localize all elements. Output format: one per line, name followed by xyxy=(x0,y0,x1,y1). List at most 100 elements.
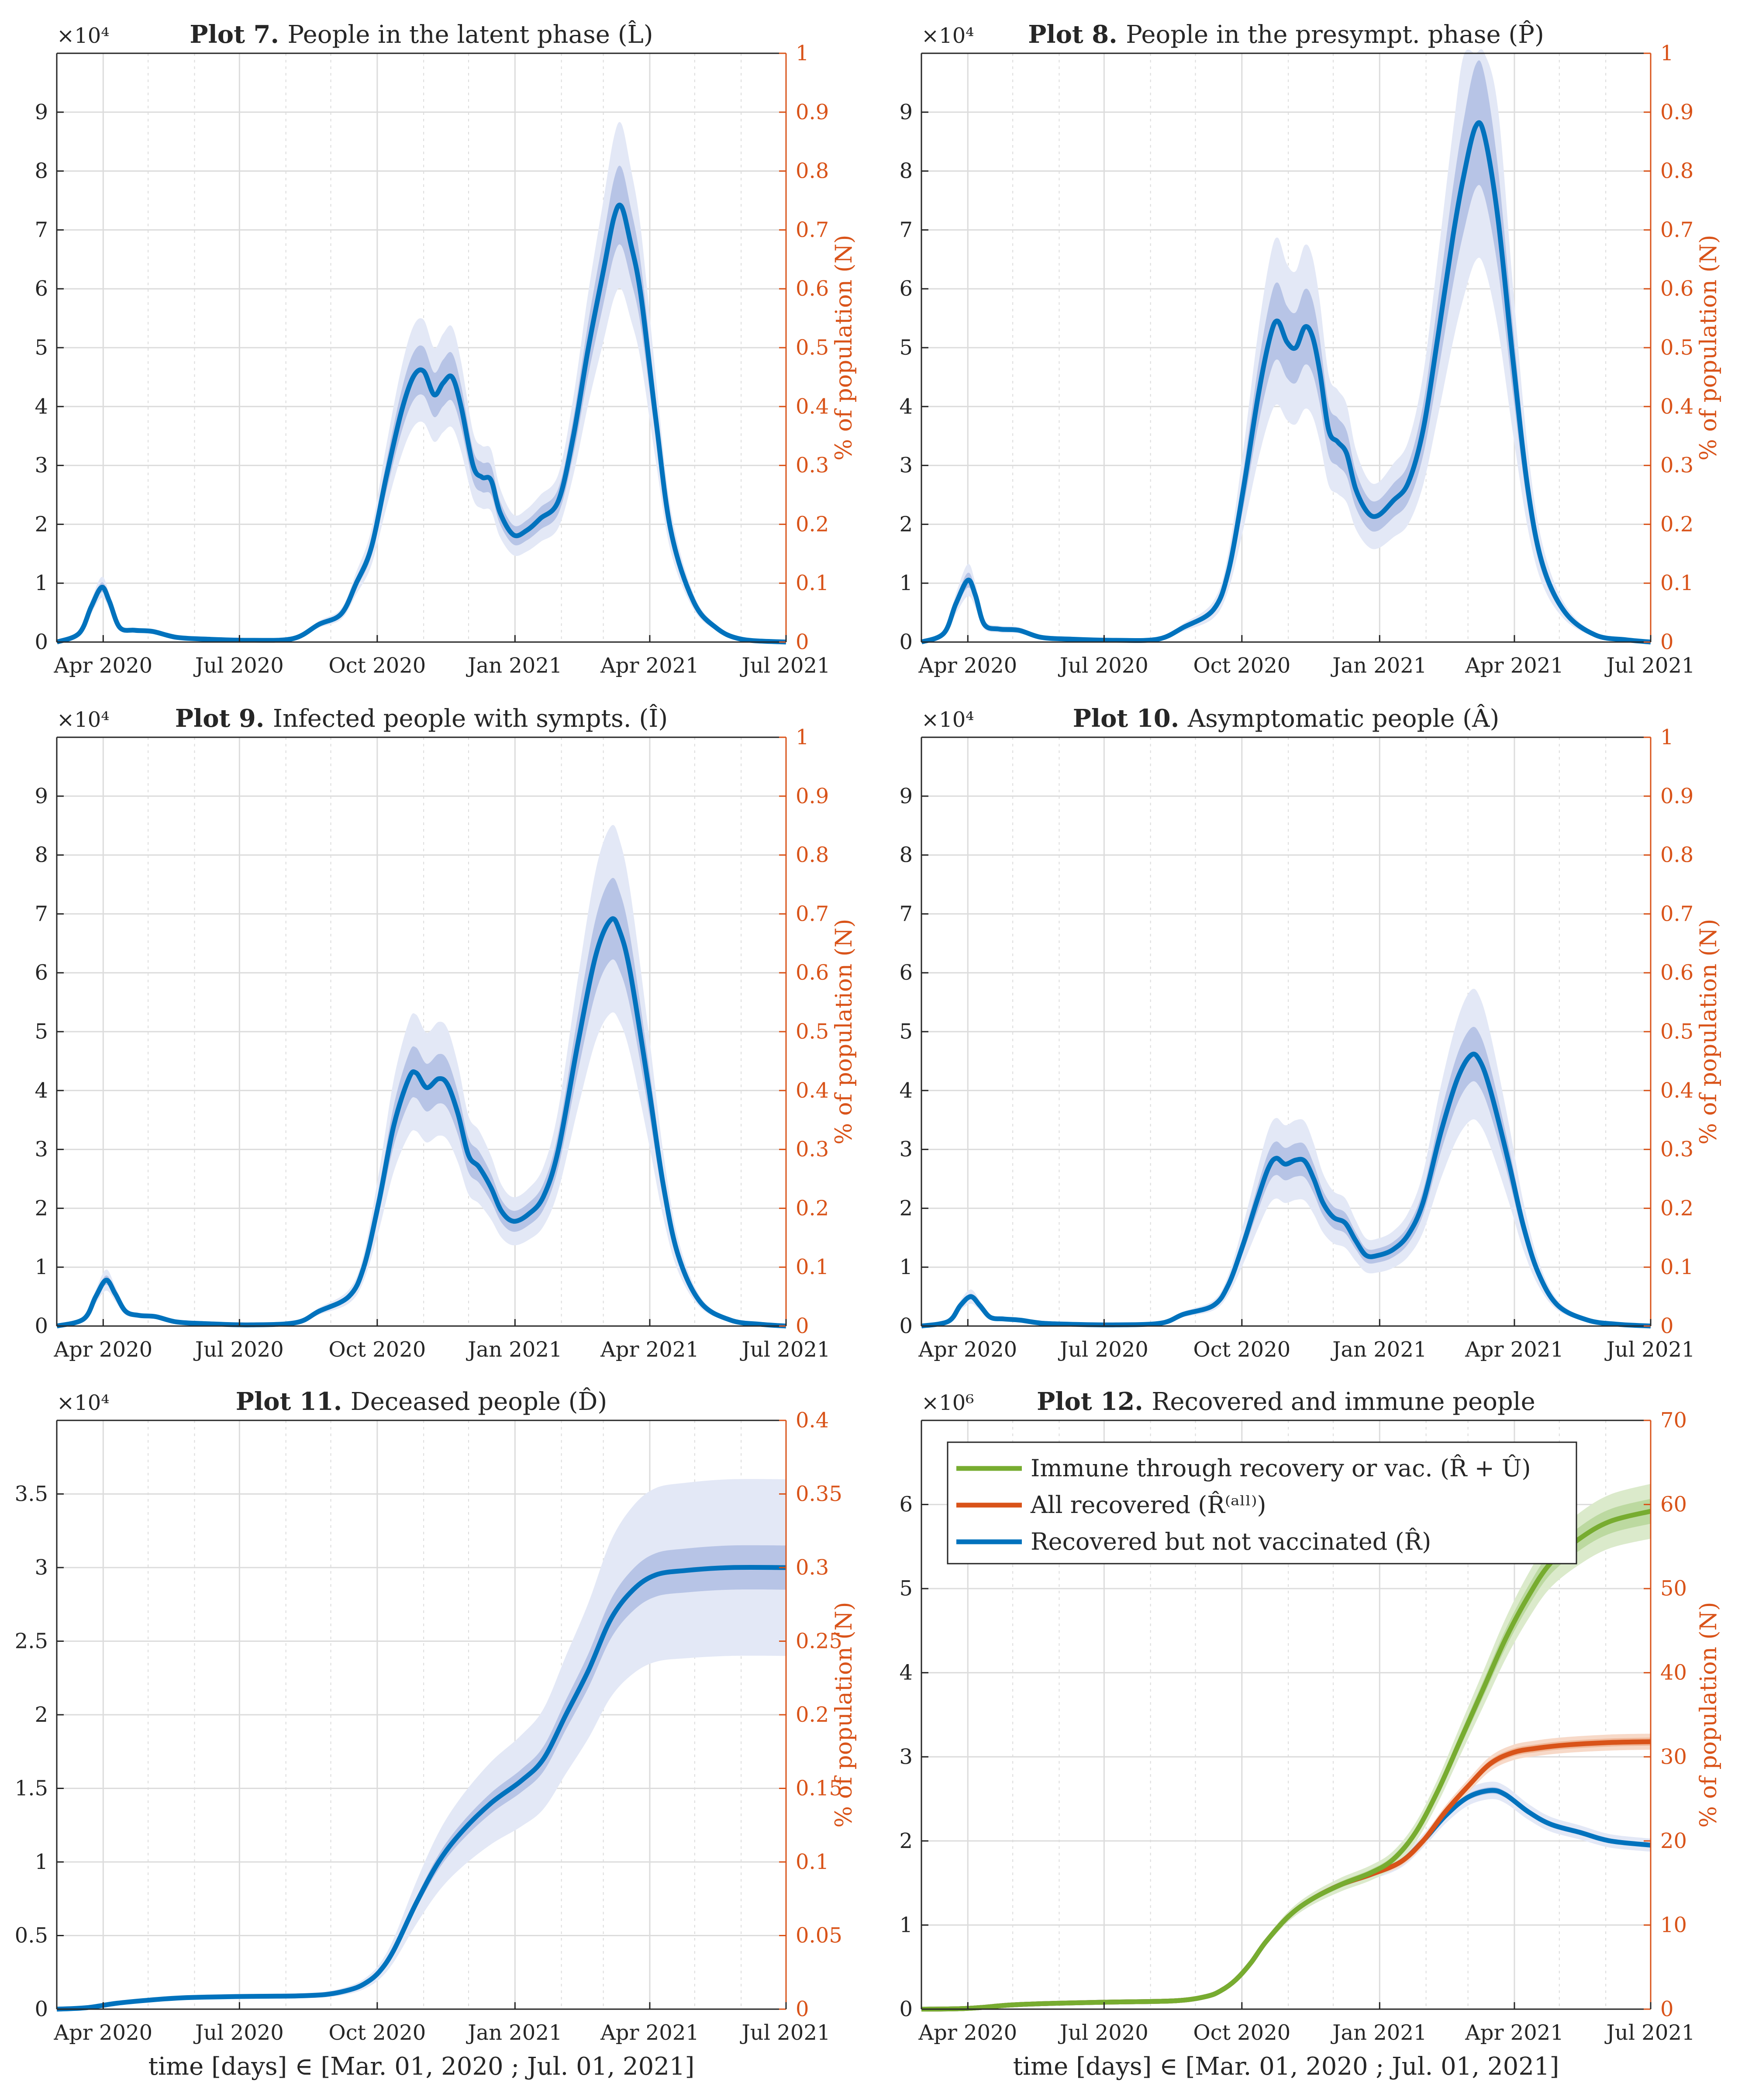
plot-title: Plot 8. People in the presympt. phase (P… xyxy=(1028,20,1544,49)
y-tick-label: 2.5 xyxy=(15,1629,48,1654)
plot-title-text: Infected people with sympts. (Î) xyxy=(273,704,668,733)
right-tick-label: 1 xyxy=(1660,725,1674,750)
y-tick-label: 3 xyxy=(899,453,913,478)
y-tick-label: 2 xyxy=(899,1196,913,1220)
right-tick-label: 0.8 xyxy=(796,843,829,867)
y-tick-label: 6 xyxy=(34,960,48,985)
x-tick-label: Jul 2020 xyxy=(193,653,284,678)
axis-multiplier: ×10⁴ xyxy=(57,24,110,48)
right-axis-label: % of population (N) xyxy=(1696,919,1722,1145)
y-tick-label: 6 xyxy=(899,960,913,985)
right-tick-label: 0.35 xyxy=(796,1482,842,1506)
x-tick-label: Apr 2021 xyxy=(1465,2021,1564,2045)
plot-title-text: Recovered and immune people xyxy=(1152,1388,1535,1416)
right-tick-label: 0.3 xyxy=(796,1137,829,1162)
right-tick-label: 0.9 xyxy=(1660,784,1693,808)
y-tick-label: 7 xyxy=(899,218,913,242)
y-tick-label: 1.5 xyxy=(15,1776,48,1801)
right-tick-label: 0.7 xyxy=(1660,901,1693,926)
x-tick-label: Jan 2021 xyxy=(1330,1337,1427,1362)
right-tick-label: 0.8 xyxy=(796,159,829,183)
y-tick-label: 1 xyxy=(899,1913,913,1937)
y-tick-label: 0 xyxy=(34,1997,48,2021)
right-tick-label: 0.4 xyxy=(796,1408,829,1433)
right-tick-label: 0.6 xyxy=(796,960,829,985)
legend-label: Recovered but not vaccinated (R̂) xyxy=(1031,1527,1431,1555)
y-tick-label: 9 xyxy=(899,100,913,124)
right-tick-label: 0.4 xyxy=(1660,1078,1693,1103)
right-tick-label: 0.9 xyxy=(796,100,829,124)
right-axis-label: % of population (N) xyxy=(831,1602,857,1828)
y-tick-label: 2 xyxy=(34,512,48,536)
x-tick-label: Jan 2021 xyxy=(1330,2021,1427,2045)
green-series-line xyxy=(921,1509,1652,2012)
x-tick-label: Apr 2021 xyxy=(600,1337,699,1362)
y-tick-label: 0 xyxy=(34,630,48,654)
plot-title-number: Plot 12. xyxy=(1037,1387,1152,1416)
right-tick-label: 0.3 xyxy=(1660,1137,1693,1162)
y-tick-label: 5 xyxy=(899,1576,913,1601)
y-tick-label: 0.5 xyxy=(15,1924,48,1948)
y-tick-label: 0 xyxy=(899,630,913,654)
x-tick-label: Oct 2020 xyxy=(1193,2021,1290,2045)
plot-title-number: Plot 7. xyxy=(190,20,287,49)
x-tick-label: Jul 2020 xyxy=(1058,653,1148,678)
x-tick-label: Apr 2021 xyxy=(1465,653,1564,678)
right-tick-label: 0.2 xyxy=(796,1703,829,1727)
y-tick-label: 0 xyxy=(34,1314,48,1338)
right-axis-label: % of population (N) xyxy=(831,235,857,461)
x-tick-label: Jul 2021 xyxy=(1604,1337,1695,1362)
right-tick-label: 0.2 xyxy=(796,512,829,536)
axis-multiplier: ×10⁶ xyxy=(921,1391,974,1415)
right-tick-label: 0.7 xyxy=(796,218,829,242)
right-axis-label: % of population (N) xyxy=(1696,1602,1722,1828)
blue-series-line xyxy=(920,120,1651,645)
plot-title-text: Asymptomatic people (Â) xyxy=(1187,704,1500,733)
right-tick-label: 0.4 xyxy=(796,394,829,419)
green-confidence-band-inner xyxy=(921,1499,1651,2009)
right-tick-label: 0.5 xyxy=(796,335,829,360)
y-tick-label: 9 xyxy=(34,100,48,124)
legend-label: Immune through recovery or vac. (R̂ + Û) xyxy=(1031,1454,1531,1482)
right-tick-label: 1 xyxy=(1660,41,1674,66)
x-tick-label: Jan 2021 xyxy=(466,2021,562,2045)
plot-title: Plot 11. Deceased people (D̂) xyxy=(236,1387,607,1416)
blue-confidence-band-inner xyxy=(921,60,1651,642)
x-axis-label: time [days] ∈ [Mar. 01, 2020 ; Jul. 01, … xyxy=(1013,2052,1559,2081)
right-tick-label: 0.3 xyxy=(796,453,829,478)
blue-series-line xyxy=(56,1565,786,2012)
y-tick-label: 1 xyxy=(899,1255,913,1279)
right-tick-label: 0.1 xyxy=(796,1850,829,1874)
legend: Immune through recovery or vac. (R̂ + Û)… xyxy=(947,1441,1577,1565)
blue-series-line xyxy=(921,1051,1651,1329)
y-tick-label: 1 xyxy=(899,571,913,595)
y-tick-label: 3 xyxy=(899,1744,913,1769)
right-tick-label: 0.6 xyxy=(1660,276,1693,301)
right-tick-label: 10 xyxy=(1660,1913,1687,1937)
x-tick-label: Jan 2021 xyxy=(466,1337,562,1362)
right-tick-label: 0.7 xyxy=(1660,218,1693,242)
y-tick-label: 4 xyxy=(34,394,48,419)
plot9-panel: 0 1 2 3 4 5 6 7 8 9 0 0.1 0.2 0.3 0.4 0.5 0.6 0.7 0.8 0.9 1 A… xyxy=(34,704,857,1362)
right-tick-label: 0 xyxy=(1660,630,1674,654)
blue-confidence-band-outer xyxy=(57,1479,786,2009)
x-tick-label: Jul 2021 xyxy=(740,1337,831,1362)
x-tick-label: Jul 2020 xyxy=(1058,2021,1148,2045)
right-axis-label: % of population (N) xyxy=(831,919,857,1145)
x-tick-label: Apr 2020 xyxy=(918,2021,1017,2045)
right-tick-label: 0.25 xyxy=(796,1629,842,1654)
y-tick-label: 5 xyxy=(899,335,913,360)
legend-label: All recovered (R̂⁽ᵃˡˡ⁾) xyxy=(1030,1491,1266,1519)
y-tick-label: 0 xyxy=(899,1997,913,2021)
right-tick-label: 0.5 xyxy=(1660,1019,1693,1044)
plot-title-number: Plot 8. xyxy=(1028,20,1126,49)
x-tick-label: Apr 2020 xyxy=(53,653,152,678)
right-tick-label: 0.7 xyxy=(796,901,829,926)
right-tick-label: 0.9 xyxy=(1660,100,1693,124)
axis-multiplier: ×10⁴ xyxy=(921,24,974,48)
x-tick-label: Jan 2021 xyxy=(1330,653,1427,678)
y-tick-label: 9 xyxy=(899,784,913,808)
right-tick-label: 30 xyxy=(1660,1744,1687,1769)
y-tick-label: 5 xyxy=(899,1019,913,1044)
